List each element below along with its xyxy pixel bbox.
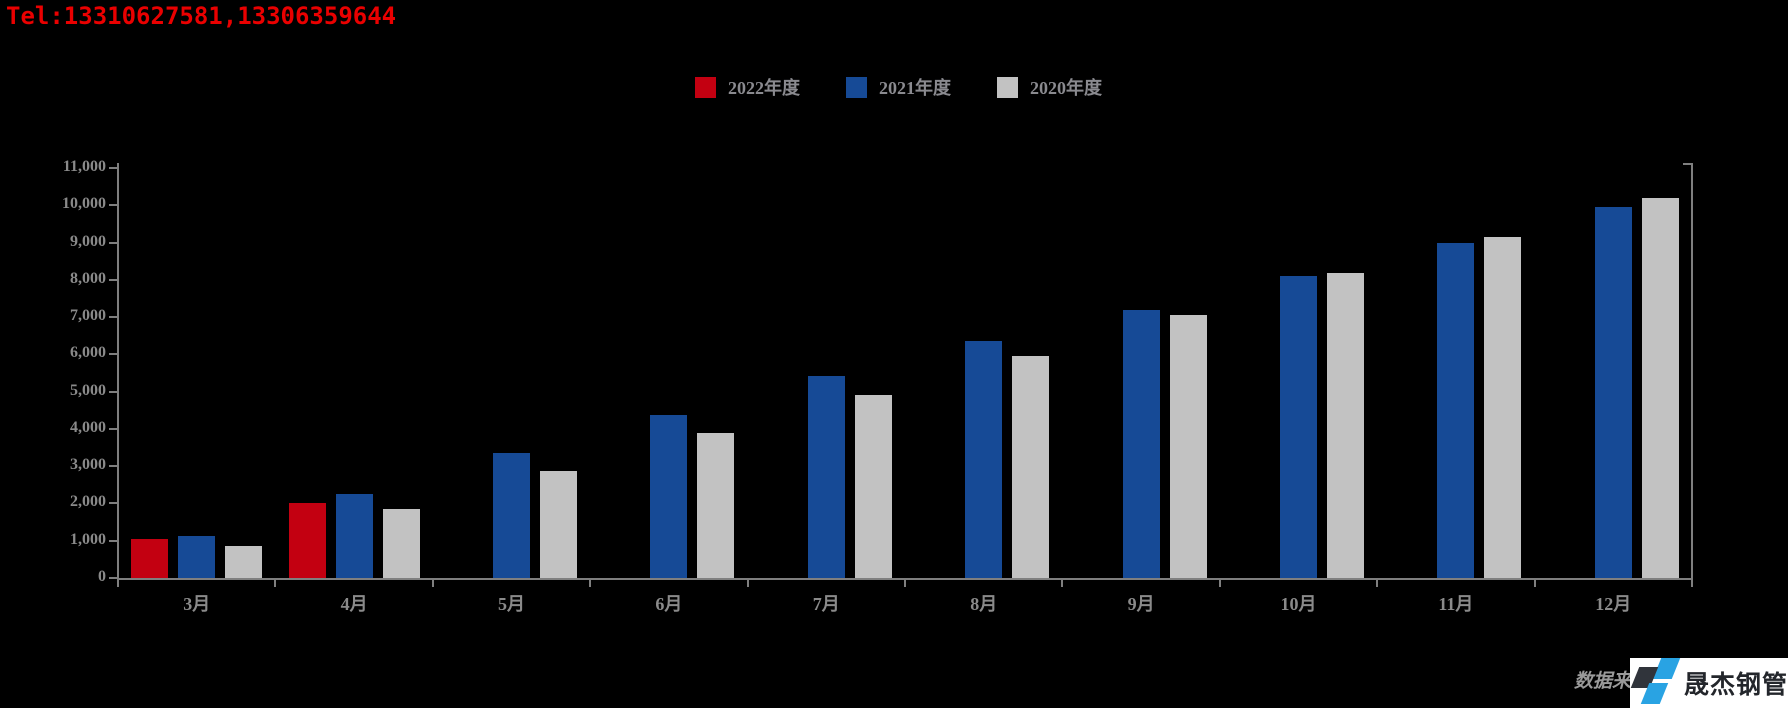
bar-2020年度-6月 bbox=[697, 433, 735, 578]
bar-2020年度-5月 bbox=[540, 471, 577, 578]
y-tick bbox=[109, 577, 117, 579]
y-tick bbox=[109, 204, 117, 207]
y-axis-right-top-tick bbox=[1683, 163, 1691, 165]
y-tick-label: 8,000 bbox=[70, 269, 106, 287]
x-tick bbox=[431, 578, 434, 587]
bar-2021年度-6月 bbox=[650, 414, 688, 578]
legend-label: 2021年度 bbox=[879, 78, 951, 98]
y-tick bbox=[109, 167, 117, 169]
x-tick-label: 6月 bbox=[655, 594, 683, 614]
legend-swatch-icon bbox=[695, 76, 716, 98]
tel-text: Tel:13310627581,13306359644 bbox=[6, 2, 397, 30]
bar-2020年度-3月 bbox=[225, 545, 263, 578]
bar-2021年度-11月 bbox=[1437, 242, 1475, 578]
bar-2022年度-3月 bbox=[131, 539, 169, 578]
bar-2021年度-5月 bbox=[493, 453, 530, 578]
y-tick-label: 3,000 bbox=[70, 456, 106, 474]
logo-mark-icon bbox=[1630, 658, 1684, 708]
legend-item-2020年度: 2020年度 bbox=[997, 74, 1102, 100]
x-tick bbox=[117, 578, 119, 587]
legend-swatch-icon bbox=[846, 76, 867, 98]
y-tick bbox=[109, 278, 117, 281]
y-tick-label: 5,000 bbox=[70, 381, 106, 399]
y-tick bbox=[109, 316, 117, 319]
x-tick-label: 5月 bbox=[498, 594, 525, 614]
x-tick-label: 3月 bbox=[183, 594, 211, 614]
bar-2020年度-12月 bbox=[1641, 197, 1679, 578]
x-tick-label: 12月 bbox=[1595, 594, 1632, 614]
y-tick-label: 1,000 bbox=[70, 530, 106, 548]
x-tick-label: 8月 bbox=[970, 594, 998, 614]
y-tick bbox=[109, 353, 117, 356]
bar-2022年度-4月 bbox=[288, 503, 326, 578]
bar-2020年度-4月 bbox=[382, 509, 420, 578]
logo-text: 晟杰钢管 bbox=[1684, 671, 1788, 699]
bar-2021年度-9月 bbox=[1122, 310, 1160, 578]
logo: 晟杰钢管 bbox=[1630, 658, 1788, 708]
bar-2021年度-10月 bbox=[1280, 276, 1317, 578]
legend-label: 2020年度 bbox=[1030, 78, 1102, 98]
x-tick-label: 11月 bbox=[1438, 594, 1474, 614]
x-tick bbox=[1533, 578, 1536, 587]
x-tick-label: 10月 bbox=[1280, 594, 1317, 614]
x-tick bbox=[1218, 578, 1221, 587]
x-tick bbox=[589, 578, 592, 587]
y-tick-label: 0 bbox=[98, 568, 106, 585]
y-tick-label: 10,000 bbox=[62, 195, 106, 213]
y-tick-label: 11,000 bbox=[62, 158, 106, 175]
y-tick bbox=[109, 427, 117, 430]
x-tick bbox=[274, 578, 277, 587]
x-tick-label: 7月 bbox=[812, 594, 840, 614]
bar-2020年度-7月 bbox=[854, 394, 892, 578]
y-axis-left bbox=[117, 163, 119, 580]
legend-label: 2022年度 bbox=[728, 78, 800, 98]
legend: 2022年度 2021年度 2020年度 bbox=[695, 74, 1102, 100]
x-tick-label: 4月 bbox=[340, 594, 368, 614]
bar-2021年度-7月 bbox=[807, 375, 845, 578]
x-tick bbox=[904, 578, 906, 587]
y-axis-right bbox=[1691, 163, 1693, 580]
legend-swatch-icon bbox=[997, 76, 1018, 98]
x-tick bbox=[746, 578, 749, 587]
legend-item-2021年度: 2021年度 bbox=[846, 74, 951, 100]
legend-item-2022年度: 2022年度 bbox=[695, 74, 800, 100]
y-tick-label: 9,000 bbox=[70, 232, 106, 250]
bar-2021年度-3月 bbox=[178, 536, 216, 578]
bar-2021年度-12月 bbox=[1594, 206, 1632, 578]
y-tick bbox=[109, 390, 117, 393]
y-tick-label: 7,000 bbox=[70, 307, 106, 325]
x-tick-label: 9月 bbox=[1127, 594, 1155, 614]
bar-2020年度-9月 bbox=[1169, 314, 1207, 578]
y-tick bbox=[109, 502, 117, 505]
bar-2021年度-8月 bbox=[965, 340, 1003, 578]
source-caption: 数据来 bbox=[1574, 671, 1632, 692]
y-tick-label: 4,000 bbox=[70, 418, 106, 436]
y-tick-label: 2,000 bbox=[70, 493, 106, 511]
y-tick bbox=[109, 465, 117, 468]
bar-2020年度-11月 bbox=[1484, 236, 1522, 578]
y-tick bbox=[109, 241, 117, 244]
x-tick bbox=[1376, 578, 1379, 587]
x-tick bbox=[1061, 578, 1064, 587]
y-tick-label: 6,000 bbox=[70, 344, 106, 362]
x-tick bbox=[1691, 578, 1693, 587]
bar-2020年度-10月 bbox=[1327, 273, 1364, 578]
y-tick bbox=[109, 539, 117, 542]
bar-2021年度-4月 bbox=[335, 494, 373, 578]
bar-2020年度-8月 bbox=[1012, 355, 1050, 578]
